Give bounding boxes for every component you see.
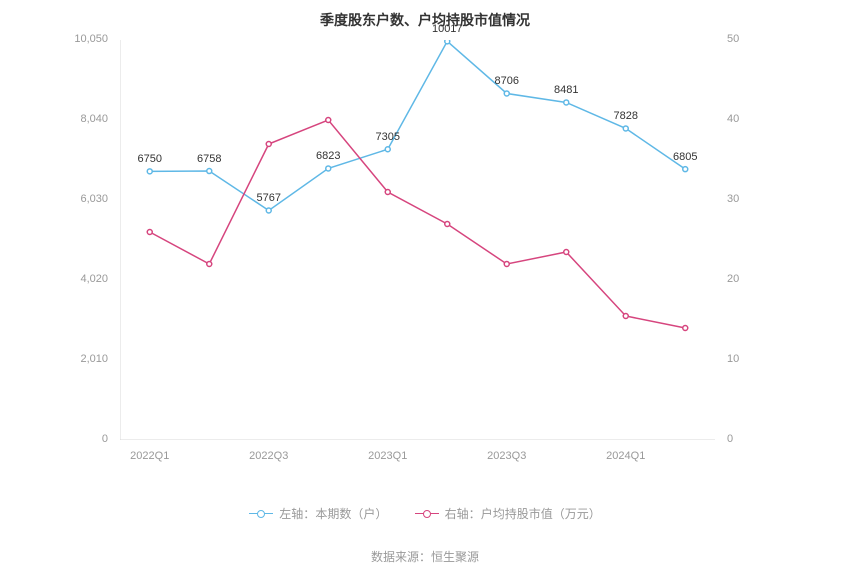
data-source: 数据来源：恒生聚源 <box>0 548 850 565</box>
y-left-tick-label: 10,050 <box>0 33 108 45</box>
data-point-label: 8481 <box>554 84 578 96</box>
y-right-tick-label: 40 <box>727 113 739 125</box>
legend: 左轴： 本期数（户） 右轴： 户均持股市值（万元） <box>0 505 850 522</box>
x-tick-label: 2024Q1 <box>606 450 645 462</box>
legend-right-name: 户均持股市值（万元） <box>481 505 601 522</box>
data-point-label: 6823 <box>316 150 340 162</box>
y-left-tick-label: 0 <box>0 433 108 445</box>
y-left-tick-label: 2,010 <box>0 353 108 365</box>
y-right-tick-label: 20 <box>727 273 739 285</box>
chart-container: 季度股东户数、户均持股市值情况 0 2,010 4,020 6,030 8,040 10,… <box>0 0 850 575</box>
data-point-label: 7828 <box>614 110 638 122</box>
y-right-tick-label: 30 <box>727 193 739 205</box>
y-right-tick-label: 10 <box>727 353 739 365</box>
y-left-tick-label: 6,030 <box>0 193 108 205</box>
chart-title: 季度股东户数、户均持股市值情况 <box>0 0 850 30</box>
data-point-label: 6805 <box>673 151 697 163</box>
x-tick-label: 2022Q3 <box>249 450 288 462</box>
chart-svg <box>120 40 715 440</box>
data-point-label: 7305 <box>376 131 400 143</box>
data-point-label: 10017 <box>432 23 463 35</box>
data-point-label: 5767 <box>257 192 281 204</box>
y-left-tick-label: 8,040 <box>0 113 108 125</box>
legend-marker-right <box>415 509 439 519</box>
y-right-tick-label: 50 <box>727 33 739 45</box>
legend-item-right: 右轴： 户均持股市值（万元） <box>415 505 601 522</box>
x-tick-label: 2023Q3 <box>487 450 526 462</box>
y-right-tick-label: 0 <box>727 433 733 445</box>
x-tick-label: 2022Q1 <box>130 450 169 462</box>
legend-right-prefix: 右轴： <box>445 505 481 522</box>
data-point-label: 6750 <box>138 153 162 165</box>
legend-item-left: 左轴： 本期数（户） <box>249 505 387 522</box>
data-point-label: 6758 <box>197 153 221 165</box>
legend-left-prefix: 左轴： <box>279 505 315 522</box>
plot-area <box>120 40 715 440</box>
x-tick-label: 2023Q1 <box>368 450 407 462</box>
y-left-tick-label: 4,020 <box>0 273 108 285</box>
data-point-label: 8706 <box>495 75 519 87</box>
legend-marker-left <box>249 509 273 519</box>
legend-left-name: 本期数（户） <box>315 505 387 522</box>
